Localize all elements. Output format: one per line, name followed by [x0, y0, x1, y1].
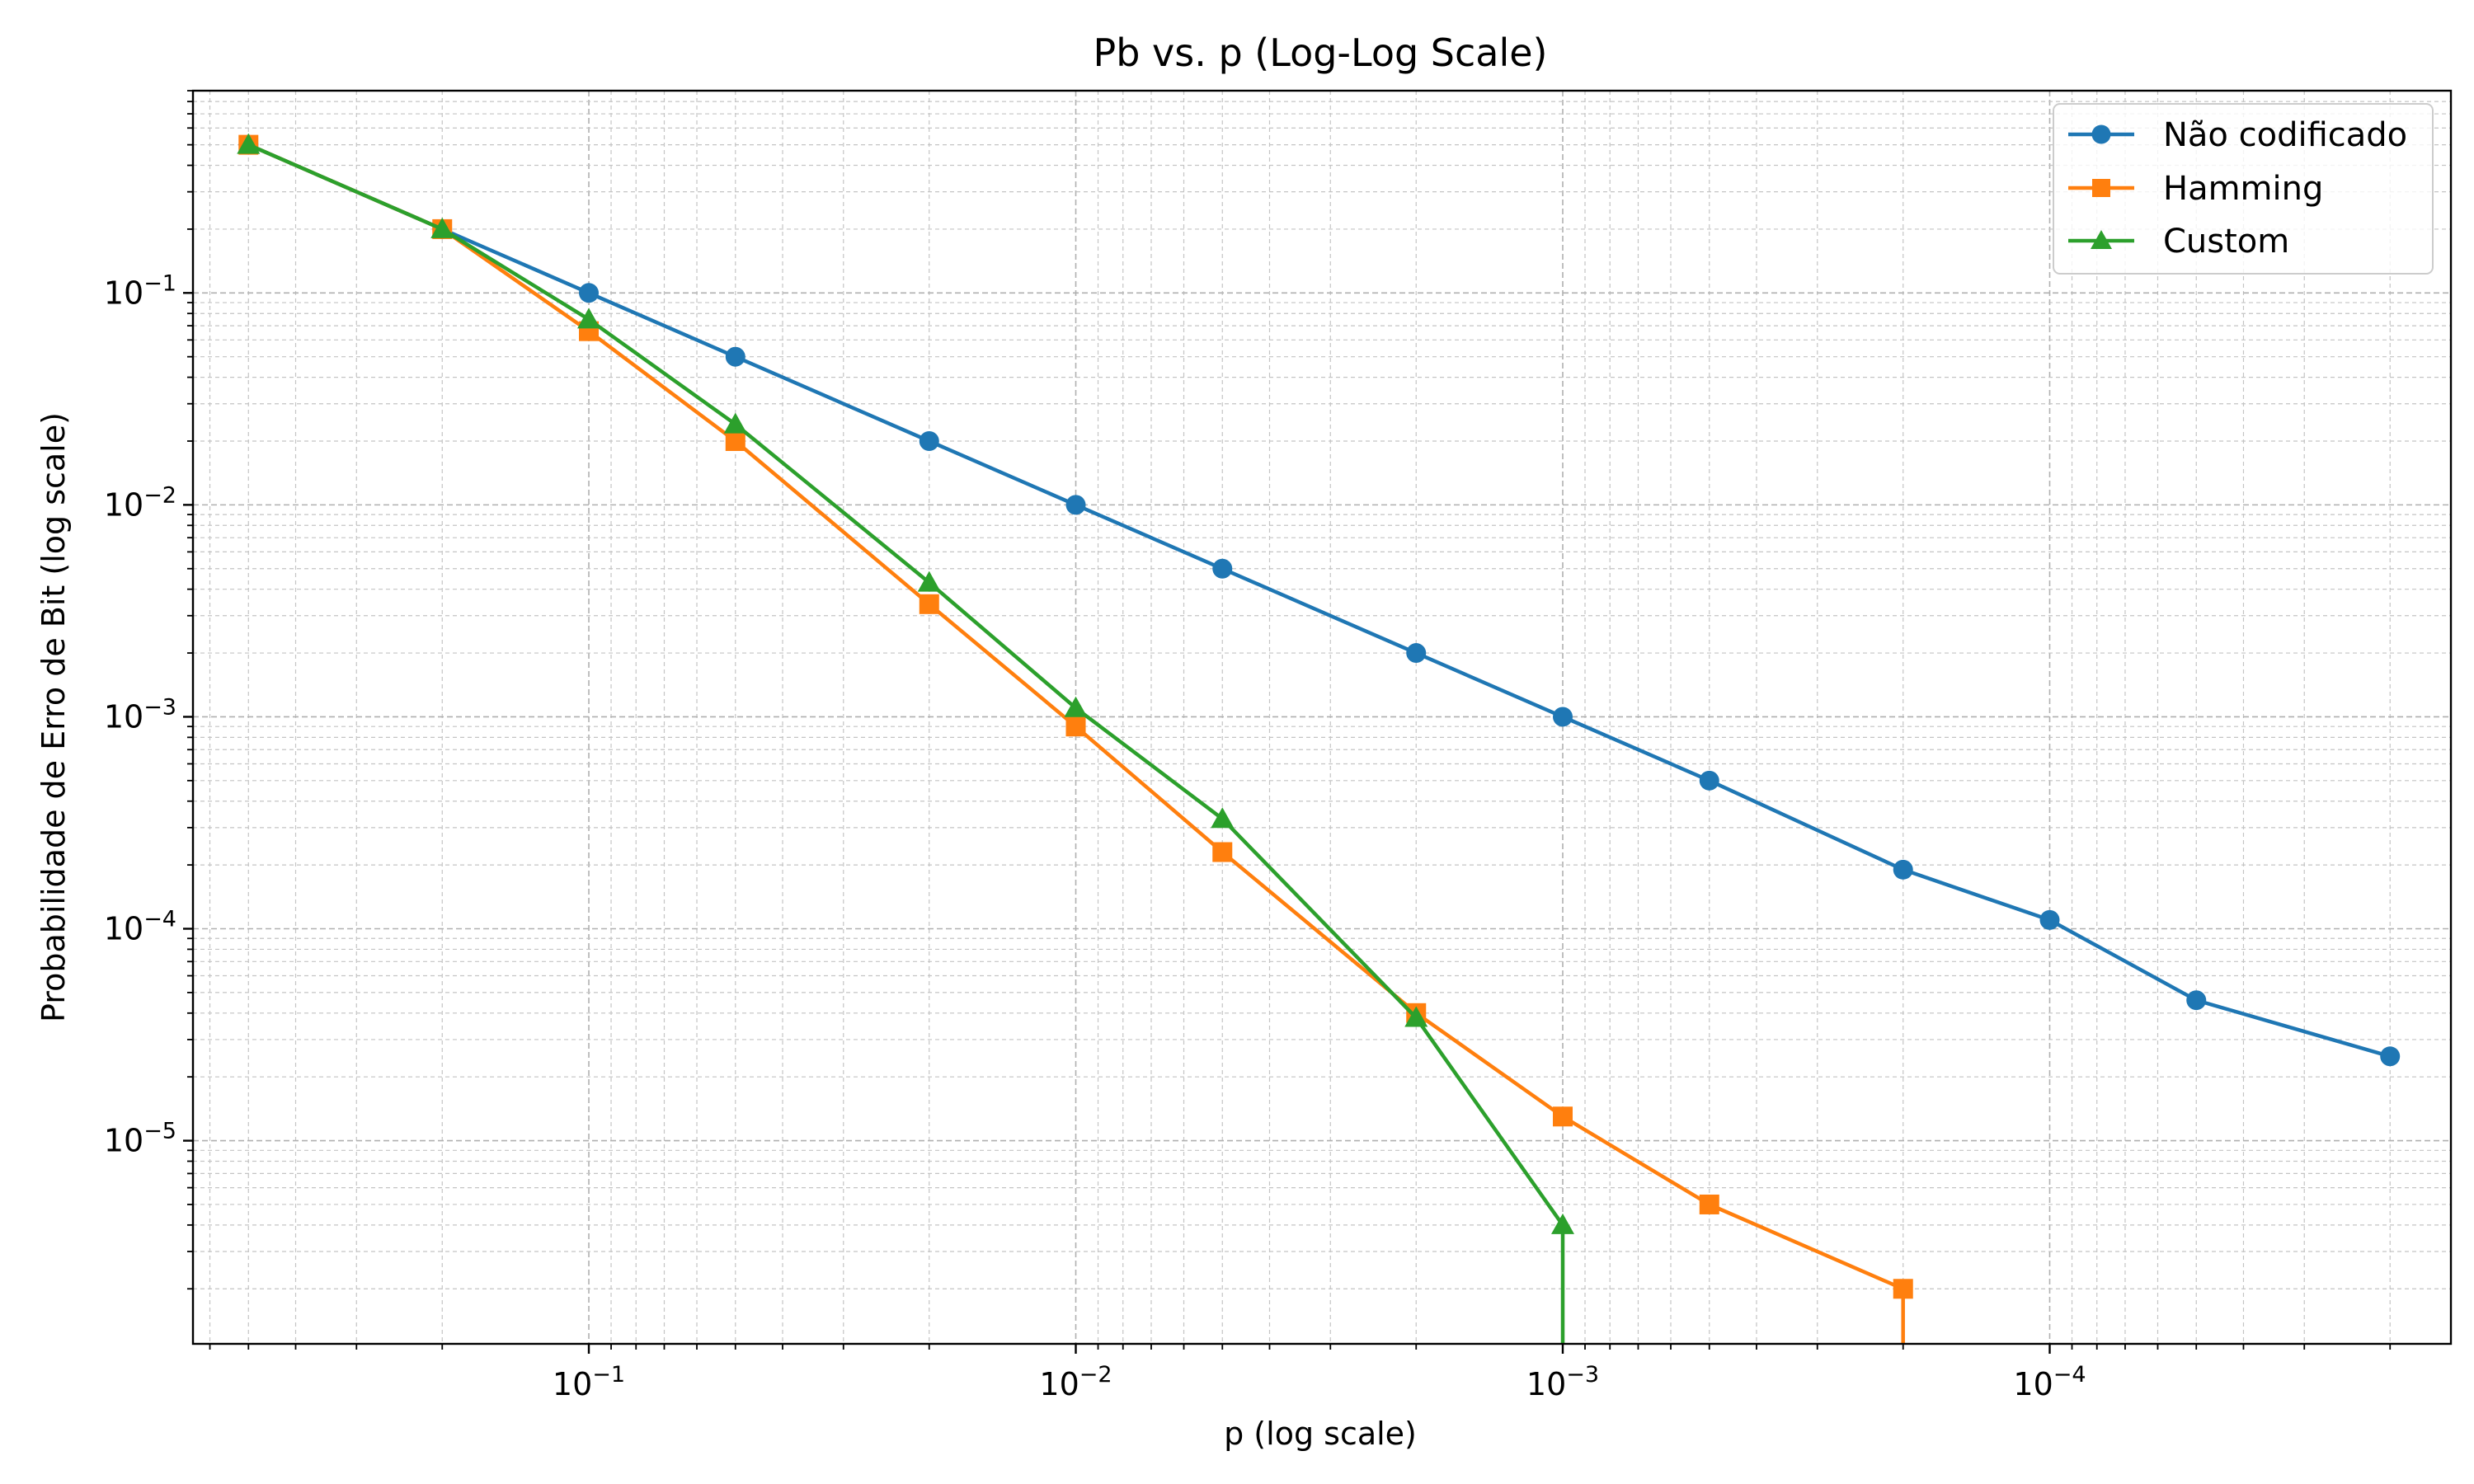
axis-ticks: 10−1 10−2 10−3 10−4 10−1 10−2 10−3 10−4 10−5: [104, 90, 2392, 1402]
x-tick-label: 10−2: [1039, 1362, 1112, 1402]
data-point-nao-codificado: [1699, 770, 1719, 791]
series-line-custom: [247, 143, 1565, 1344]
legend: Não codificado Hamming Custom: [2053, 103, 2434, 275]
data-point-hamming: [919, 594, 939, 614]
data-point-custom: [1550, 1213, 1574, 1234]
legend-label-custom: Custom: [2163, 223, 2289, 261]
x-axis-label: p (log scale): [1224, 1416, 1417, 1452]
data-point-nao-codificado: [1212, 558, 1233, 579]
legend-item-custom: Custom: [2068, 223, 2289, 261]
y-tick-label: 10−4: [104, 907, 176, 947]
data-point-custom: [1064, 696, 1088, 717]
data-point-custom: [1211, 807, 1235, 829]
data-point-nao-codificado: [2380, 1046, 2401, 1067]
data-point-hamming: [1893, 1279, 1913, 1299]
x-tick-label: 10−4: [2013, 1362, 2086, 1402]
legend-box: [2053, 103, 2434, 275]
legend-label-nao-codificado: Não codificado: [2163, 116, 2407, 154]
legend-marker-circle: [2091, 124, 2111, 144]
data-point-nao-codificado: [919, 430, 939, 451]
data-point-nao-codificado: [2186, 990, 2207, 1011]
series-line-hamming: [247, 143, 1905, 1344]
data-point-nao-codificado: [1552, 707, 1573, 727]
data-point-nao-codificado: [1065, 495, 1086, 515]
y-tick-label: 10−1: [104, 270, 176, 311]
data-point-nao-codificado: [2039, 909, 2060, 930]
data-point-custom: [917, 571, 941, 592]
y-tick-label: 10−5: [104, 1119, 176, 1159]
x-tick-label: 10−1: [553, 1362, 625, 1402]
data-point-nao-codificado: [579, 283, 600, 303]
data-point-hamming: [1699, 1194, 1719, 1214]
y-tick-label: 10−3: [104, 694, 176, 735]
y-axis-label: Probabilidade de Erro de Bit (log scale): [35, 412, 72, 1022]
data-point-nao-codificado: [1406, 643, 1427, 664]
data-point-hamming: [1212, 842, 1233, 862]
data-point-hamming: [1552, 1106, 1573, 1127]
chart-title: Pb vs. p (Log-Log Scale): [1093, 31, 1547, 75]
data-point-hamming: [725, 430, 745, 451]
legend-item-nao-codificado: Não codificado: [2068, 116, 2407, 154]
data-point-custom: [723, 412, 747, 434]
legend-marker-triangle: [2091, 230, 2112, 249]
series-layer: [237, 133, 2401, 1344]
data-point-custom: [237, 133, 261, 154]
data-point-custom: [1404, 1006, 1428, 1027]
grid-lines: [193, 91, 2451, 1344]
data-point-custom: [430, 217, 454, 238]
legend-item-hamming: Hamming: [2068, 170, 2323, 208]
series-line-nao-codificado: [247, 143, 2391, 1059]
data-point-custom: [577, 308, 601, 329]
data-point-hamming: [1065, 716, 1086, 737]
legend-label-hamming: Hamming: [2163, 170, 2323, 208]
legend-marker-square: [2092, 179, 2110, 197]
data-point-nao-codificado: [725, 346, 745, 367]
x-tick-label: 10−3: [1526, 1362, 1599, 1402]
y-tick-label: 10−2: [104, 482, 176, 523]
data-point-nao-codificado: [1893, 859, 1913, 880]
